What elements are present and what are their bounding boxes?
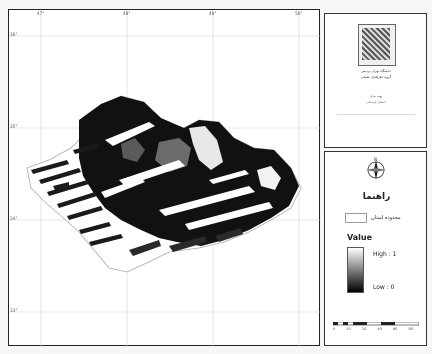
tick-left: 34° (10, 216, 18, 221)
map-caption: استان لرستان (366, 100, 386, 104)
divider (337, 114, 415, 115)
north-arrow-icon: N (366, 157, 386, 180)
tick-top: 50° (295, 11, 303, 16)
value-color-ramp (347, 247, 364, 293)
province-label: محدوده استان (371, 215, 401, 221)
title-panel: دانشگاه تهران پردیس گروه جغرافیای طبیعی … (324, 13, 427, 148)
legend-title: راهنما (362, 192, 391, 202)
raster-southern-fringe (129, 228, 243, 256)
scale-bar (333, 322, 419, 326)
raster-light-area (257, 166, 281, 190)
scale-label: 20 (361, 327, 367, 331)
tick-top: 47° (37, 11, 45, 16)
scale-label: 80 (408, 327, 413, 331)
raster-mid-area (121, 138, 145, 162)
tick-top: 48° (123, 11, 131, 16)
value-title: Value (347, 233, 373, 242)
raster-white-streaks (101, 122, 273, 230)
org-line: دانشگاه تهران پردیس (361, 69, 391, 73)
north-letter: N (374, 157, 377, 162)
tick-left: 36° (10, 32, 18, 37)
logo-icon (362, 28, 390, 60)
scale-label: 60 (392, 327, 398, 331)
scale-label: 10 (346, 327, 351, 331)
scale-label: 0 (333, 327, 336, 331)
tick-left: 35° (10, 124, 18, 129)
raster-western-fragments (31, 144, 123, 246)
map-frame: 47° 48° 49° 50° 36° 35° 34° 33° (8, 9, 321, 347)
low-label: Low : 0 (373, 284, 395, 291)
tick-left: 33° (10, 308, 18, 313)
scale-labels: 0 10 20 40 60 80 (333, 327, 413, 331)
scale-label: 40 (377, 327, 382, 331)
legend-panel: N راهنما محدوده استان Value High : 1 Low… (324, 151, 427, 346)
map-canvas (9, 10, 321, 347)
province-swatch (345, 213, 367, 223)
raster-light-area (189, 126, 223, 170)
tick-top: 49° (209, 11, 217, 16)
org-line: گروه جغرافیای طبیعی (360, 75, 392, 79)
map-caption: پهنه بندی (369, 94, 383, 98)
university-logo (358, 24, 396, 66)
high-label: High : 1 (373, 251, 397, 258)
